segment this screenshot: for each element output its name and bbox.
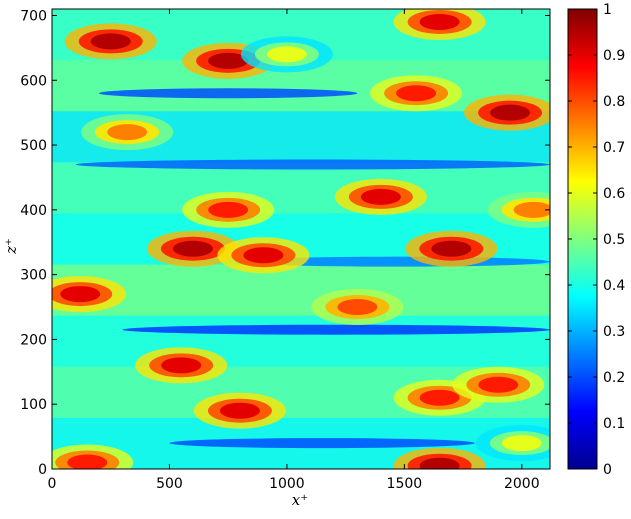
hot-spot-core [266, 46, 307, 63]
hot-spot-core [172, 240, 213, 257]
colorbar-tick-label: 0.6 [603, 186, 625, 202]
hot-spot-core [360, 188, 401, 205]
cold-streak [122, 324, 550, 335]
colorbar-tick-label: 0.8 [603, 94, 625, 110]
field-band [52, 264, 550, 316]
colorbar [567, 8, 598, 470]
hot-spot-core [60, 286, 101, 303]
hot-spot-core [243, 247, 284, 264]
y-axis: 0 100 200 300 400 500 600 700 [20, 8, 550, 478]
hot-spot-core [431, 240, 472, 257]
hot-spot-core [396, 85, 437, 102]
x-axis: 0 500 1000 1500 2000 [48, 9, 540, 492]
hot-spot-core [208, 52, 249, 69]
y-tick-label: 200 [20, 332, 47, 348]
colorbar-tick-label: 0.3 [603, 324, 625, 340]
colorbar-tick-label: 0.4 [603, 278, 625, 294]
hot-spot-core [419, 389, 460, 406]
hot-spot-core [501, 435, 542, 452]
x-tick-label: 500 [156, 476, 183, 492]
colorbar-tick-label: 0 [603, 462, 612, 478]
field-band [52, 162, 550, 214]
cold-streak [98, 88, 358, 99]
y-tick-label: 0 [38, 462, 47, 478]
field-band [52, 315, 550, 367]
hot-spot-core [478, 376, 519, 393]
hot-spot-core [90, 33, 131, 50]
hot-spot-core [107, 124, 148, 141]
hot-spot-core [337, 299, 378, 316]
hot-spot-core [419, 457, 460, 469]
colorbar-ticks: 0 0.1 0.2 0.3 0.4 0.5 0.6 0.7 0.8 0.9 1 [568, 2, 625, 478]
y-tick-label: 100 [20, 397, 47, 413]
x-tick-label: 0 [48, 476, 57, 492]
y-tick-label: 400 [20, 203, 47, 219]
x-tick-label: 1500 [387, 476, 423, 492]
heatmap-field [52, 9, 550, 469]
hot-spot-core [513, 201, 550, 218]
hot-spot-core [208, 201, 249, 218]
hot-spot-core [490, 104, 531, 121]
cold-streak [75, 159, 550, 170]
colorbar-tick-label: 0.1 [603, 416, 625, 432]
y-tick-label: 600 [20, 73, 47, 89]
hot-spot-core [419, 13, 460, 30]
cold-streak [169, 438, 475, 449]
y-axis-label: z⁺ [2, 238, 20, 255]
hot-spot-core [67, 454, 108, 469]
hot-spot-core [161, 357, 202, 374]
y-tick-label: 500 [20, 138, 47, 154]
x-tick-label: 1000 [269, 476, 305, 492]
colorbar-tick-label: 1 [603, 2, 612, 18]
colorbar-tick-label: 0.7 [603, 140, 625, 156]
plot-frame [51, 8, 551, 470]
colorbar-tick-label: 0.2 [603, 370, 625, 386]
colorbar-tick-label: 0.5 [603, 232, 625, 248]
x-axis-label: x⁺ [292, 491, 308, 509]
hot-spot-core [219, 402, 260, 419]
x-tick-label: 2000 [504, 476, 540, 492]
y-tick-label: 300 [20, 268, 47, 284]
colorbar-tick-label: 0.9 [603, 48, 625, 64]
y-tick-label: 700 [20, 8, 47, 24]
